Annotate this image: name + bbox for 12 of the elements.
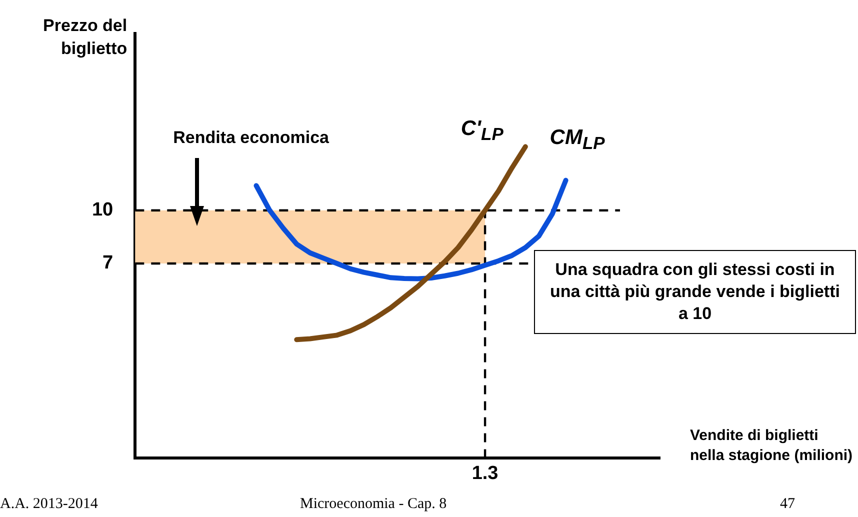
y-tick-label: 7 [102,252,114,274]
x-axis-title: Vendite di biglietti nella stagione (milioni) [690,426,854,466]
annotation: Una squadra con gli stessi costi in una città più grande vende i biglietti a 10 [534,250,856,334]
series-label: CM$_{LP}$ [550,126,605,154]
x-tick-label: 1.3 [472,462,498,484]
text: A.A. 2013-2014 [0,496,98,513]
text: 47 [780,496,795,513]
band-label: Rendita economica [173,128,329,148]
y-axis-title: Prezzo del biglietto [42,15,128,60]
y-tick-label: 10 [92,200,114,221]
text: Microeconomia - Cap. 8 [300,496,447,513]
series-label: C'$_{LP}$ [460,116,504,145]
